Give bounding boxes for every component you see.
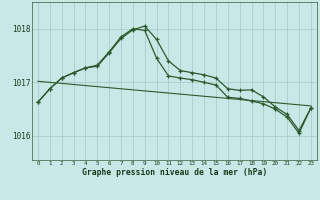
X-axis label: Graphe pression niveau de la mer (hPa): Graphe pression niveau de la mer (hPa) <box>82 168 267 177</box>
